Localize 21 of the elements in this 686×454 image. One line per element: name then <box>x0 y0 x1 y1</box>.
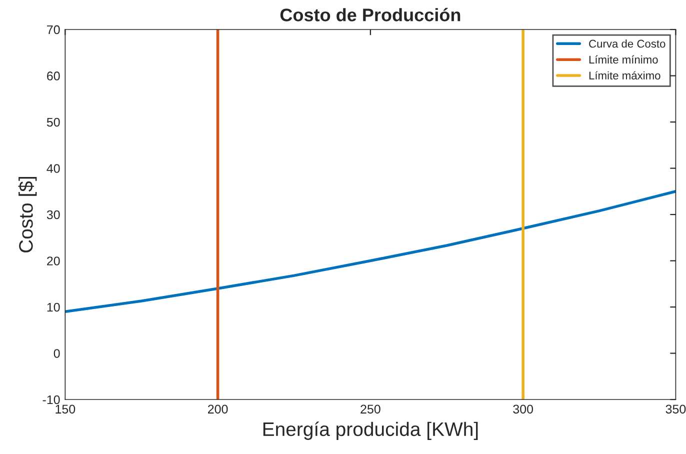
x-tick-label: 350 <box>666 404 686 414</box>
y-tick-label: 40 <box>46 164 60 173</box>
x-tick-label: 200 <box>208 404 228 414</box>
y-tick-label: 70 <box>47 25 60 34</box>
legend-label: Curva de Costo <box>589 40 666 48</box>
x-tick-label: 300 <box>513 404 534 414</box>
y-tick-label: 30 <box>46 210 60 220</box>
legend-label: Límite máximo <box>589 71 660 80</box>
y-tick-label: 50 <box>46 118 60 127</box>
y-tick-label: 20 <box>47 256 60 266</box>
x-tick-label: 150 <box>56 404 76 414</box>
y-tick-label: 60 <box>47 72 60 80</box>
y-axis-title: Costo [$] <box>18 176 37 252</box>
y-tick-label: 0 <box>54 349 60 358</box>
legend-label: Límite mínimo <box>589 55 658 64</box>
y-tick-label: -10 <box>42 395 60 404</box>
x-axis-title: Energía producida [KWh] <box>263 422 478 440</box>
line-series <box>65 190 676 314</box>
x-tick-label: 250 <box>360 404 380 414</box>
y-tick-label: 10 <box>47 302 60 312</box>
chart-title: Costo de Producción <box>280 8 460 22</box>
